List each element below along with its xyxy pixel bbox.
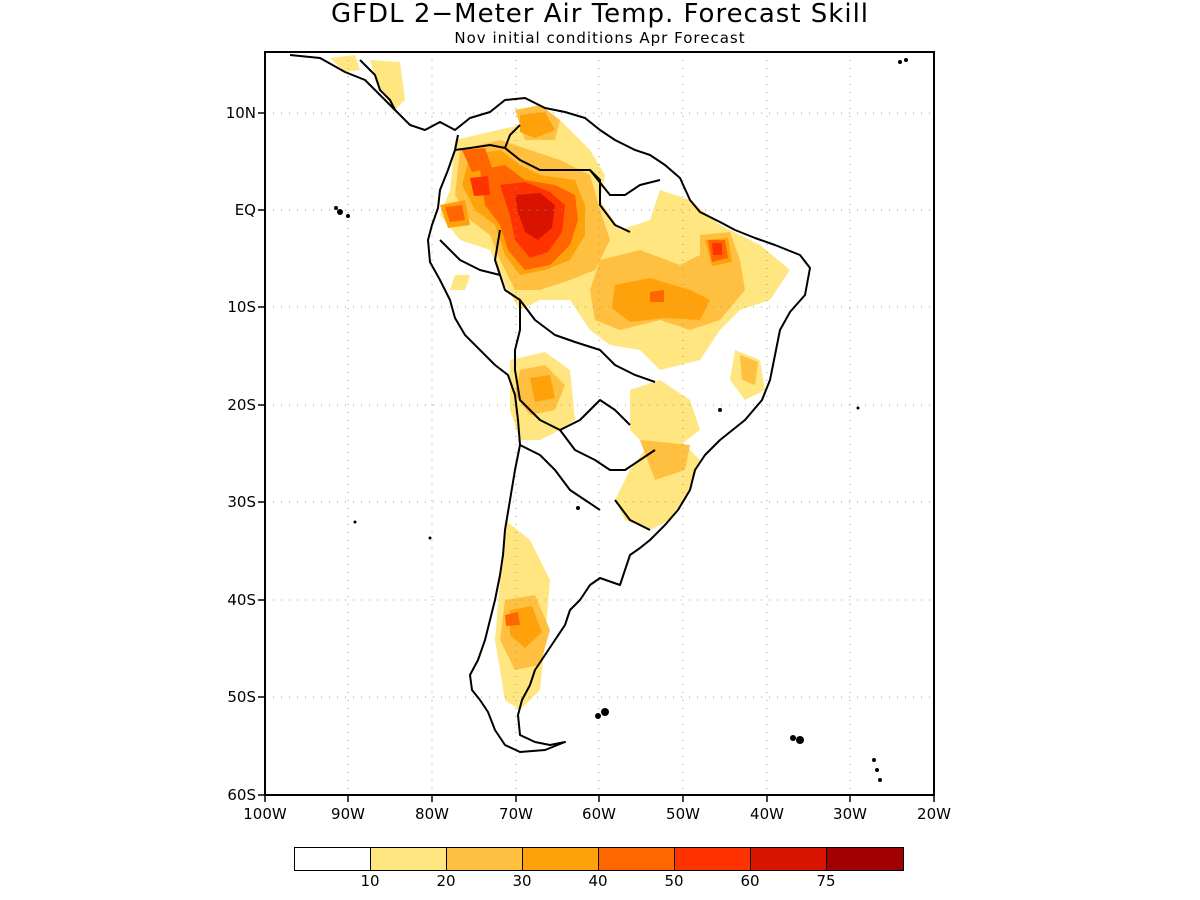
y-tick-label: 20S — [227, 396, 256, 414]
colorbar-swatch — [295, 848, 371, 870]
colorbar-swatch — [447, 848, 523, 870]
colorbar-label: 30 — [512, 872, 532, 890]
colorbar-label: 50 — [664, 872, 684, 890]
x-tick-label: 90W — [331, 805, 365, 823]
colorbar-swatch — [751, 848, 827, 870]
map-border — [264, 51, 935, 796]
map-subtitle: Nov initial conditions Apr Forecast — [454, 29, 746, 47]
colorbar-label: 10 — [360, 872, 380, 890]
colorbar-label: 60 — [740, 872, 760, 890]
y-tick-label: 60S — [227, 786, 256, 804]
y-tick-label: 10S — [227, 298, 256, 316]
x-tick-label: 60W — [582, 805, 616, 823]
y-tick-label: 40S — [227, 591, 256, 609]
x-tick-label: 50W — [666, 805, 700, 823]
colorbar-label: 20 — [436, 872, 456, 890]
colorbar-swatch — [371, 848, 447, 870]
gridlines — [265, 52, 934, 795]
x-tick-label: 20W — [917, 805, 951, 823]
skill-shading — [330, 55, 790, 710]
map-title: GFDL 2−Meter Air Temp. Forecast Skill — [330, 0, 870, 29]
colorbar-legend — [294, 847, 904, 871]
x-tick-label: 100W — [243, 805, 287, 823]
x-tick-label: 40W — [750, 805, 784, 823]
colorbar-label: 75 — [816, 872, 836, 890]
y-tick-label: 10N — [225, 104, 256, 122]
colorbar-swatch — [523, 848, 599, 870]
continent-outline — [289, 54, 811, 753]
islands — [334, 58, 908, 782]
x-tick-label: 80W — [415, 805, 449, 823]
y-tick-label: EQ — [234, 201, 256, 219]
tick-marks — [258, 112, 935, 802]
colorbar-swatch — [675, 848, 751, 870]
y-tick-label: 30S — [227, 493, 256, 511]
y-tick-label: 50S — [227, 688, 256, 706]
x-tick-label: 30W — [833, 805, 867, 823]
colorbar-swatch — [599, 848, 675, 870]
x-tick-label: 70W — [499, 805, 533, 823]
colorbar-label: 40 — [588, 872, 608, 890]
colorbar-swatch — [827, 848, 903, 870]
